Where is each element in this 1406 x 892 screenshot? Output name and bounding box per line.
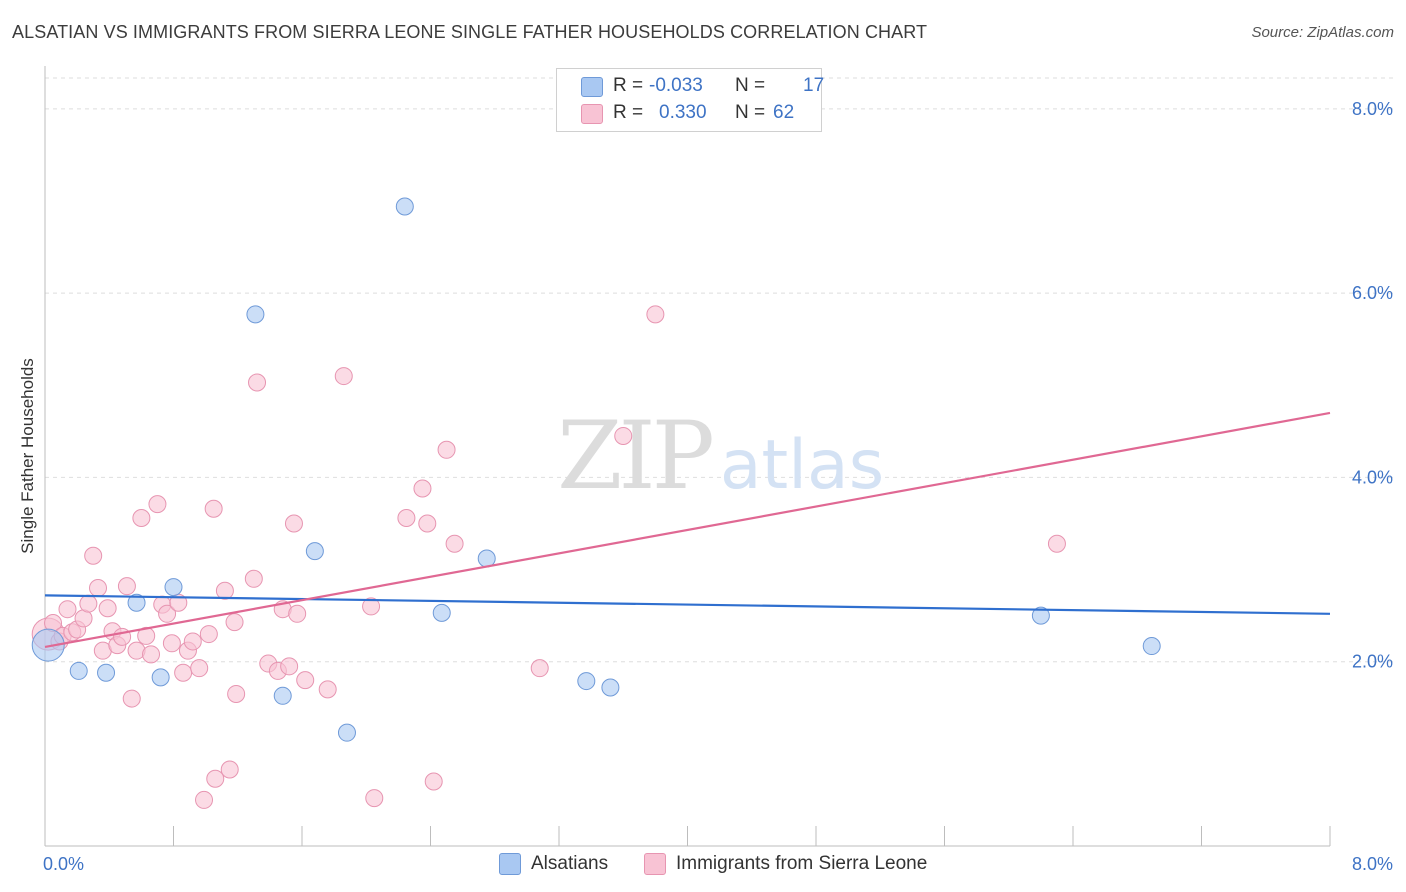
r-value: 0.330 [659, 102, 707, 123]
watermark-atlas: atlas [720, 426, 884, 505]
alsatians-point [305, 542, 324, 561]
legend-label: Immigrants from Sierra Leone [676, 853, 928, 874]
sierra-leone-point [195, 790, 214, 809]
sierra-leone-point [84, 546, 103, 565]
sierra-leone-point [117, 577, 136, 596]
sierra-leone-point [174, 663, 193, 682]
trend-lines [44, 411, 1331, 649]
sierra-leone-point [397, 508, 416, 527]
x-tick-label: 0.0% [43, 854, 84, 874]
sierra-leone-point [206, 769, 225, 788]
chart-title: ALSATIAN VS IMMIGRANTS FROM SIERRA LEONE… [12, 22, 928, 42]
sierra-leone-point [142, 645, 161, 664]
sierra-leone-point [318, 680, 337, 699]
sierra-leone-point [89, 579, 108, 597]
sierra-leone-point [334, 367, 353, 386]
alsatians-point [577, 672, 596, 691]
sierra-leone-point [183, 632, 202, 651]
sierra-leone-point [614, 426, 633, 445]
sierra-leone-point [132, 508, 151, 527]
sierra-leone-point [148, 495, 167, 514]
sierra-leone-point [362, 597, 381, 616]
axes [44, 66, 1331, 847]
alsatians-point [151, 668, 170, 687]
n-value: 17 [803, 75, 825, 96]
source-label: Source: ZipAtlas.com [1251, 24, 1394, 41]
r-label: R = [613, 75, 644, 96]
sierra-leone-point [445, 534, 464, 553]
sierra-leone-point [284, 514, 303, 533]
sierra-leone-point [227, 684, 246, 703]
alsatians-point [601, 678, 620, 697]
sierra-leone-point [1047, 534, 1066, 553]
sierra-leone-point [225, 613, 244, 632]
sierra-leone-point [288, 604, 307, 623]
y-tick-label: 6.0% [1352, 283, 1393, 303]
sierra-leone-point [137, 626, 156, 645]
sierra-leone-point [215, 581, 234, 600]
y-tick-label: 2.0% [1352, 652, 1393, 672]
alsatians-swatch [581, 77, 603, 97]
sierra-leone-point [296, 671, 315, 690]
sierra-leone-point [58, 600, 77, 619]
alsatians-trend-line [44, 594, 1331, 615]
sierra-leone-swatch [581, 104, 603, 124]
sierra-leone-point [646, 305, 665, 324]
sierra-leone-point [162, 634, 181, 653]
y-tick-label: 4.0% [1352, 467, 1393, 487]
sierra-leone-point [418, 514, 437, 533]
alsatians-point [273, 686, 292, 705]
alsatians-point [31, 628, 65, 662]
alsatians-point [69, 661, 88, 680]
sierra-leone-point [244, 569, 263, 588]
sierra-leone-point [204, 499, 223, 518]
alsatians-point [97, 663, 116, 682]
n-label: N = [735, 102, 766, 123]
sierra-leone-point [220, 760, 239, 779]
sierra-leone-point [98, 599, 117, 618]
sierra-leone-point [248, 373, 267, 392]
alsatians-point [164, 578, 183, 597]
sierra-leone-point [424, 772, 443, 791]
n-value: 62 [773, 102, 795, 123]
tick-labels: 2.0% 4.0% 6.0% 8.0% 0.0% 8.0% [43, 99, 1393, 874]
alsatians-point [1142, 637, 1161, 656]
stats-legend: R = -0.033 N = 17 R = 0.330 N = 62 [556, 68, 825, 132]
data-points [31, 197, 1161, 809]
alsatians-point [1031, 606, 1050, 625]
sierra-leone-point [158, 604, 177, 623]
watermark-zip: ZIP [557, 402, 711, 511]
n-label: N = [735, 75, 766, 96]
sierra-leone-point [530, 659, 549, 678]
alsatians-point [337, 723, 356, 742]
sierra-leone-point [413, 479, 432, 498]
y-tick-label: 8.0% [1352, 99, 1393, 119]
alsatians-swatch [499, 853, 521, 875]
sierra-leone-point [437, 440, 456, 459]
r-value: -0.033 [649, 75, 703, 96]
sierra-leone-point [122, 689, 141, 708]
series-legend: Alsatians Immigrants from Sierra Leone [0, 851, 1406, 877]
x-tick-label: 8.0% [1352, 854, 1393, 874]
sierra-leone-point [190, 659, 209, 678]
alsatians-point [246, 305, 265, 324]
sierra-leone-point [79, 594, 98, 613]
sierra-leone-point [365, 789, 384, 808]
alsatians-point [127, 593, 146, 612]
alsatians-point [395, 197, 414, 216]
sierra-leone-swatch [644, 853, 666, 875]
alsatians-point [432, 603, 451, 622]
sierra-leone-trend-line [44, 411, 1331, 649]
sierra-leone-point [280, 657, 299, 676]
legend-label: Alsatians [531, 853, 609, 874]
sierra-leone-point [199, 625, 218, 644]
r-label: R = [613, 102, 644, 123]
watermark: ZIP atlas [557, 402, 884, 511]
